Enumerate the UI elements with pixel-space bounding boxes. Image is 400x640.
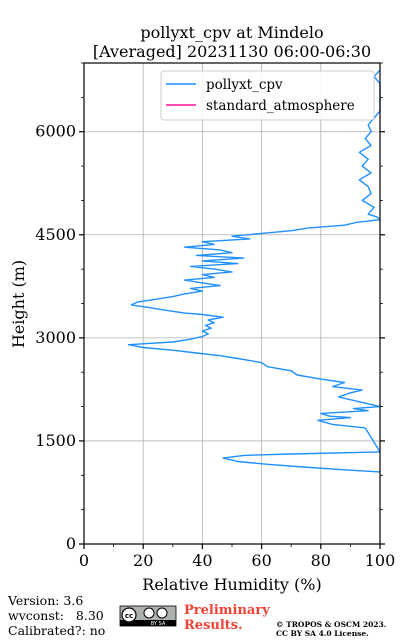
chart-title: pollyxt_cpv at Mindelo — [140, 23, 323, 42]
y-tick-label: 4500 — [35, 225, 76, 244]
y-tick-label: 6000 — [35, 122, 76, 141]
calibrated-text: Calibrated?: no — [8, 623, 105, 638]
preliminary-text-line1: Preliminary — [184, 603, 270, 618]
cc-license-badge: cc BY SA — [119, 605, 177, 627]
series-line-pollyxt-cpv — [127, 69, 381, 473]
x-tick-label: 100 — [365, 551, 396, 570]
x-tick-label: 40 — [192, 551, 212, 570]
by-icon — [143, 607, 155, 619]
badge-label: BY SA — [151, 621, 166, 627]
y-tick-label: 3000 — [35, 328, 76, 347]
grid-lines — [84, 63, 380, 544]
y-tick-label: 0 — [66, 534, 76, 553]
axis-ticks — [79, 62, 385, 549]
x-tick-label: 0 — [79, 551, 89, 570]
legend: pollyxt_cpv standard_atmosphere — [160, 70, 375, 121]
svg-text:cc: cc — [125, 612, 133, 620]
legend-box — [160, 70, 375, 121]
x-tick-label: 60 — [251, 551, 271, 570]
x-axis-label: Relative Humidity (%) — [142, 575, 321, 594]
copyright-line2: CC BY SA 4.0 License. — [276, 629, 369, 638]
cc-icon — [121, 607, 137, 623]
sa-icon — [156, 607, 168, 619]
version-text: Version: 3.6 — [7, 593, 83, 608]
y-axis-label: Height (m) — [9, 260, 28, 348]
legend-label-standard-atmosphere: standard_atmosphere — [206, 98, 355, 114]
x-tick-label: 80 — [311, 551, 331, 570]
wvconst-text: wvconst: 8.30 — [8, 608, 104, 623]
axis-tick-labels: 0 20 40 60 80 100 0 1500 3000 4500 6000 — [35, 122, 395, 570]
series-lines — [127, 69, 381, 473]
y-tick-label: 1500 — [35, 431, 76, 450]
chart-subtitle: [Averaged] 20231130 06:00-06:30 — [93, 42, 371, 61]
x-tick-label: 20 — [133, 551, 153, 570]
legend-label-pollyxt-cpv: pollyxt_cpv — [206, 77, 283, 93]
preliminary-text-line2: Results. — [184, 618, 243, 633]
copyright-line1: © TROPOS & OSCM 2023. — [276, 620, 386, 629]
plot-frame — [83, 62, 381, 545]
